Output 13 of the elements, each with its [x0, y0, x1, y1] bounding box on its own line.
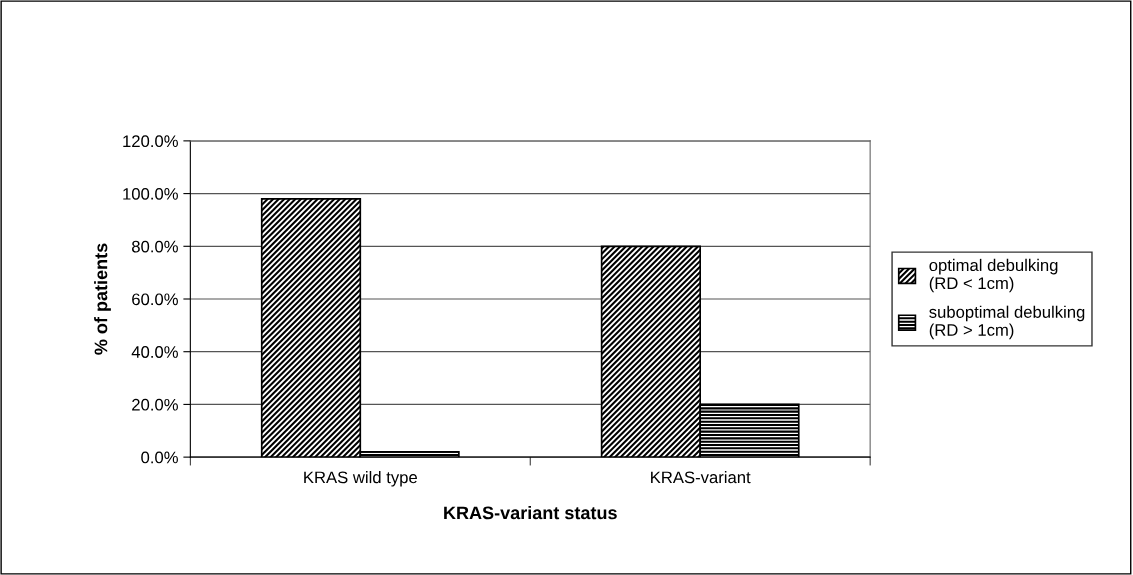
- y-axis-title: % of patients: [94, 243, 111, 355]
- x-tick-label: KRAS-variant: [651, 471, 751, 484]
- legend-label: suboptimal debulking (RD > 1cm): [929, 305, 1085, 340]
- y-tick-label: 100.0%: [123, 187, 178, 200]
- y-tick-label: 60.0%: [132, 293, 178, 306]
- y-tick-label: 120.0%: [123, 135, 178, 148]
- x-tick-label: KRAS wild type: [304, 471, 417, 487]
- legend-label: optimal debulking (RD < 1cm): [929, 258, 1058, 293]
- x-axis-title: KRAS-variant status: [444, 505, 617, 520]
- y-tick-label: 0.0%: [141, 451, 178, 464]
- y-tick-label: 80.0%: [132, 240, 178, 253]
- y-tick-label: 20.0%: [132, 398, 178, 411]
- y-tick-label: 40.0%: [131, 346, 178, 358]
